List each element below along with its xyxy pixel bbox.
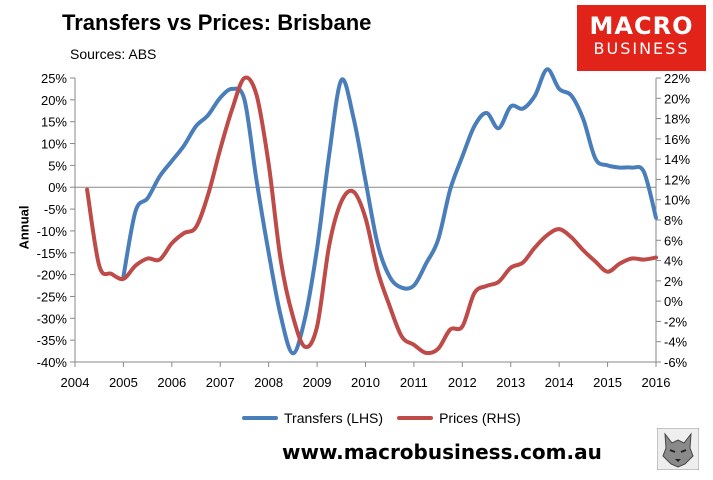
x-tick-label: 2005 [109, 375, 138, 390]
right-tick-label: 16% [664, 132, 690, 147]
left-tick-label: 0% [48, 180, 67, 195]
right-tick-label: 0% [664, 294, 683, 309]
right-tick-label: -4% [664, 335, 688, 350]
x-tick-label: 2008 [254, 375, 283, 390]
left-tick-label: -10% [37, 224, 68, 239]
right-tick-label: 18% [664, 112, 690, 127]
legend-label-prices: Prices (RHS) [439, 410, 521, 426]
x-tick-label: 2015 [593, 375, 622, 390]
chart-subtitle: Sources: ABS [70, 46, 157, 62]
left-tick-label: 25% [41, 71, 67, 86]
right-tick-label: 2% [664, 274, 683, 289]
legend-label-transfers: Transfers (LHS) [284, 410, 384, 426]
left-tick-label: 10% [41, 137, 67, 152]
right-tick-label: 6% [664, 233, 683, 248]
left-tick-label: 15% [41, 115, 67, 130]
right-tick-label: 8% [664, 213, 683, 228]
website-url[interactable]: www.macrobusiness.com.au [282, 440, 602, 464]
x-tick-label: 2010 [351, 375, 380, 390]
legend-swatch-transfers [242, 416, 278, 420]
series-line-prices [85, 75, 658, 356]
x-tick-label: 2009 [303, 375, 332, 390]
legend: Transfers (LHS) Prices (RHS) [242, 410, 535, 426]
x-tick-label: 2014 [545, 375, 574, 390]
macrobusiness-logo: MACRO BUSINESS [577, 5, 706, 71]
logo-line-1: MACRO [589, 12, 694, 40]
left-tick-label: 5% [48, 158, 67, 173]
left-tick-label: -40% [37, 355, 68, 370]
x-tick-label: 2007 [206, 375, 235, 390]
right-tick-label: 4% [664, 254, 683, 269]
left-tick-label: -30% [37, 311, 68, 326]
right-tick-label: 14% [664, 152, 690, 167]
logo-line-2: BUSINESS [593, 39, 690, 58]
legend-item-prices: Prices (RHS) [397, 410, 521, 426]
right-tick-label: -2% [664, 314, 688, 329]
right-tick-label: 20% [664, 91, 690, 106]
series-line-transfers [121, 67, 658, 356]
left-tick-label: -35% [37, 333, 68, 348]
x-tick-label: 2012 [448, 375, 477, 390]
right-tick-label: -6% [664, 355, 688, 370]
x-tick-label: 2013 [496, 375, 525, 390]
left-tick-label: -5% [44, 202, 68, 217]
left-tick-label: -25% [37, 289, 68, 304]
right-tick-label: 10% [664, 193, 690, 208]
x-tick-label: 2006 [157, 375, 186, 390]
left-tick-label: -20% [37, 268, 68, 283]
x-tick-label: 2016 [642, 375, 671, 390]
right-tick-label: 12% [664, 172, 690, 187]
right-tick-label: 22% [664, 71, 690, 86]
x-tick-label: 2004 [61, 375, 90, 390]
left-tick-label: -15% [37, 246, 68, 261]
x-tick-label: 2011 [400, 375, 428, 390]
legend-item-transfers: Transfers (LHS) [242, 410, 383, 426]
chart-title: Transfers vs Prices: Brisbane [62, 10, 372, 35]
legend-swatch-prices [397, 416, 434, 420]
wolf-icon [657, 428, 699, 470]
line-chart: 25% 20% 15% 10% 5% 0% -5% -10% -15% -20% -25% -30% -… [37, 67, 690, 390]
left-tick-label: 20% [41, 93, 67, 108]
